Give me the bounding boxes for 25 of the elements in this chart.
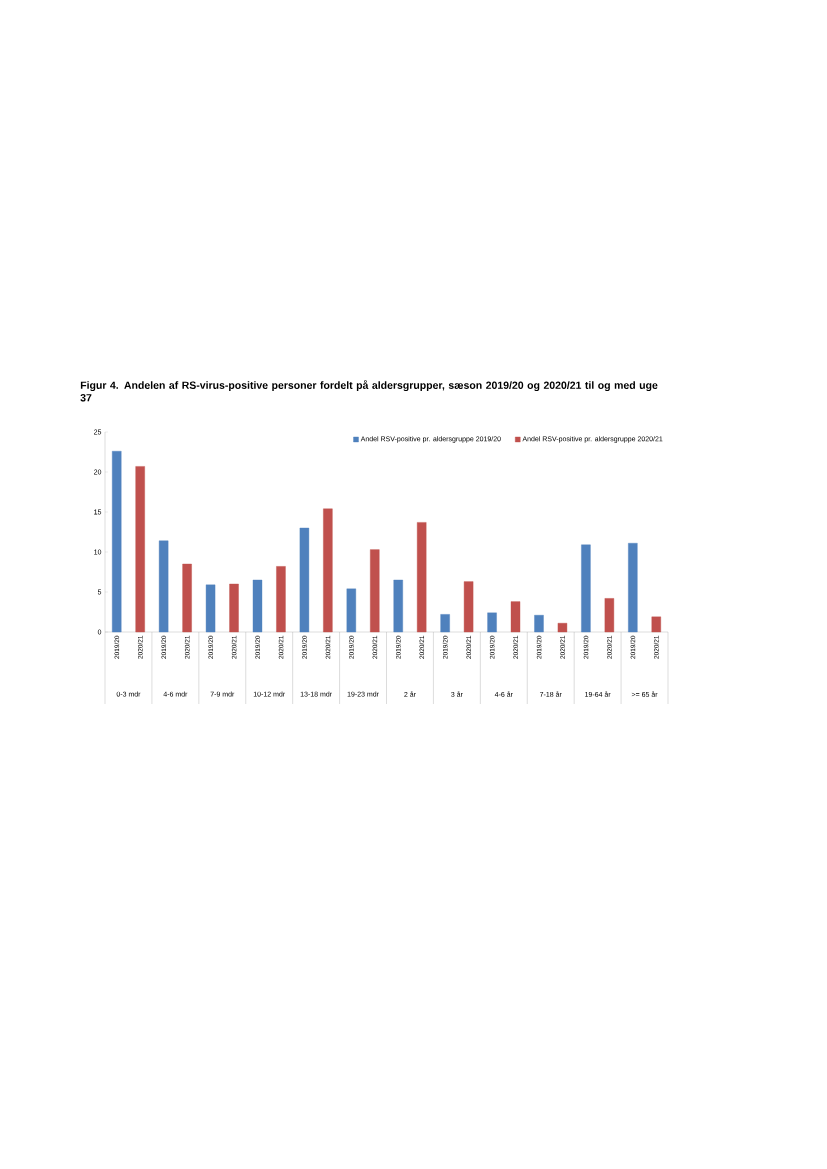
bar [557,623,568,633]
bar [205,584,216,633]
bar [276,566,286,633]
bar [628,543,638,633]
bar [440,614,450,633]
bar [299,527,310,633]
bar [158,540,169,633]
bar [135,466,145,633]
bar [604,598,615,633]
bar [463,581,474,633]
bar [487,612,497,633]
bar [581,544,591,633]
bar [229,583,239,633]
chart-title: Figur 4. Andelen af RS-virus-positive personer fordelt på aldersgrupper, sæson 2019/20 og 2020/21 til og med uge 37 [80,380,658,402]
bar [510,601,521,633]
bar [323,508,333,633]
bar [651,616,661,633]
bar [393,579,403,633]
bar [534,615,544,633]
bar [370,549,380,633]
bar [346,588,357,633]
bar [112,451,122,633]
bar [182,563,192,633]
bar [416,522,427,633]
bar [252,579,263,633]
